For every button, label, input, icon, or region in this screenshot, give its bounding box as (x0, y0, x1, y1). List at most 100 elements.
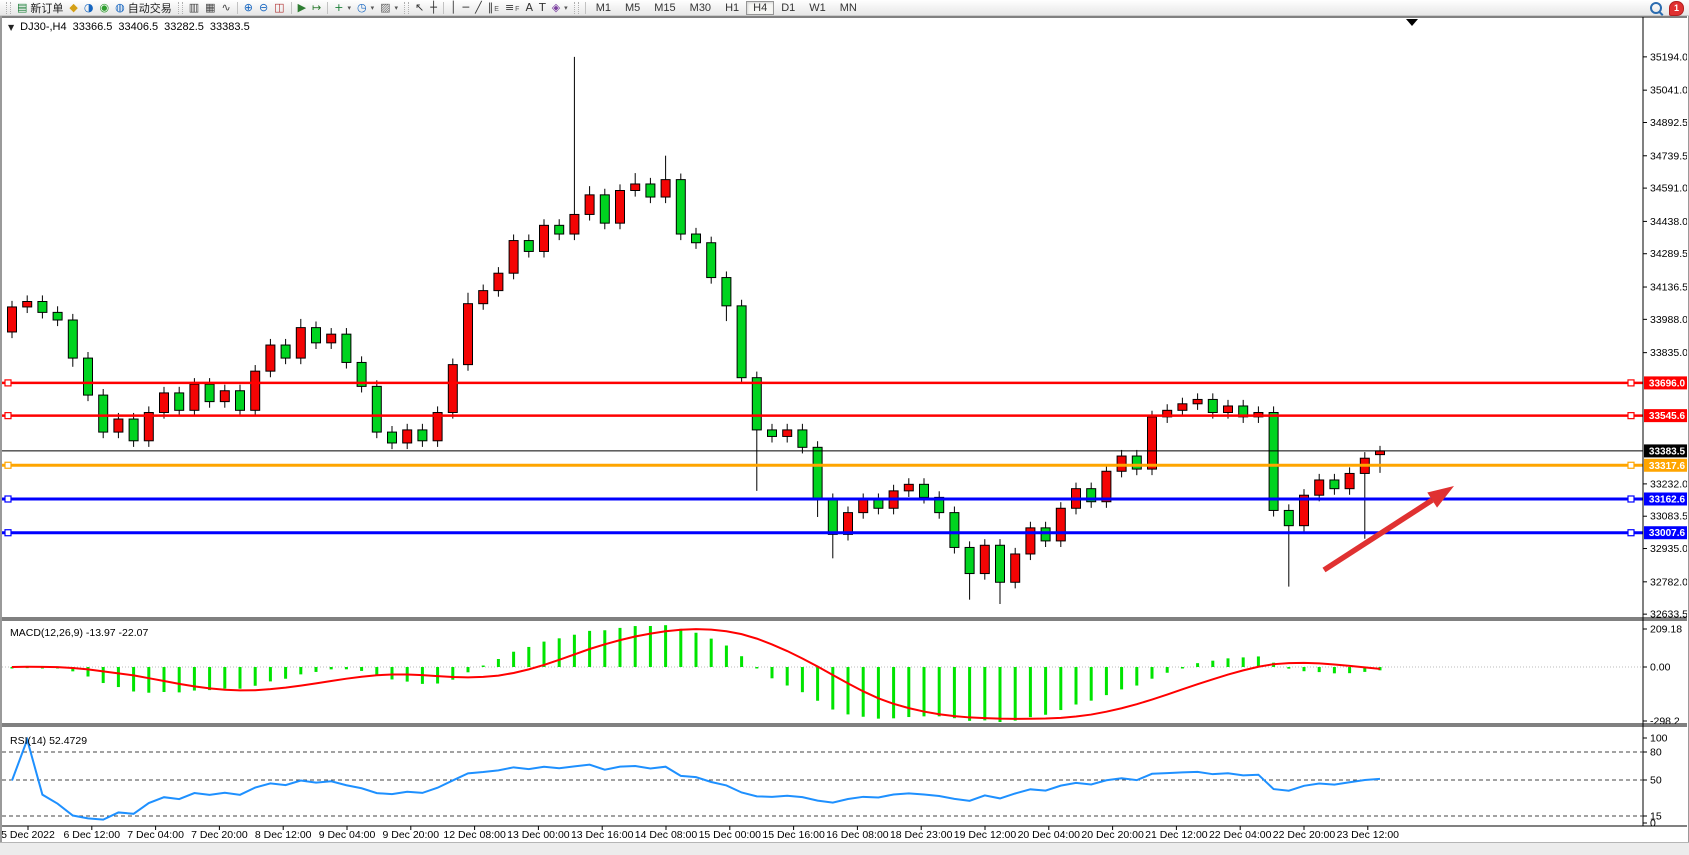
time-tick-label: 16 Dec 08:00 (826, 829, 889, 841)
time-tick-label: 23 Dec 12:00 (1337, 829, 1400, 841)
level-handle[interactable] (1627, 461, 1635, 469)
line-chart-button[interactable]: ∿ (219, 1, 234, 15)
timeframe-button-m15[interactable]: M15 (654, 1, 676, 14)
candle-body (113, 418, 124, 433)
macd-histogram-bar (1180, 667, 1184, 669)
text-button[interactable]: A (522, 1, 536, 15)
bar-chart-button[interactable]: ▥ (186, 1, 202, 15)
zoom-out-button[interactable]: ⊖ (256, 1, 271, 15)
candle-body (979, 544, 990, 575)
arrows-icon: ◈ (551, 0, 561, 14)
trend-arrow-shaft[interactable] (1322, 497, 1434, 573)
candle-body (843, 512, 853, 535)
horizontal-line-button[interactable]: ─ (460, 1, 473, 15)
trend-arrow[interactable] (1322, 486, 1454, 573)
macd-histogram-bar (1363, 667, 1367, 672)
toolbar-separator (290, 1, 292, 14)
fibonacci-button[interactable]: ≡ F (502, 1, 523, 15)
macd-histogram-bar (1302, 667, 1306, 672)
macd-histogram-bar (952, 667, 956, 719)
bar-chart-icon: ▥ (188, 0, 200, 14)
timeframe-button-w1[interactable]: W1 (809, 1, 826, 14)
candlestick-chart-button[interactable]: ▦ (202, 1, 218, 15)
level-handle[interactable] (4, 529, 12, 537)
timeframe-button-m30[interactable]: M30 (689, 1, 712, 14)
templates-button-dropdown-caret[interactable]: ▾ (394, 3, 399, 12)
chart-menu-toggle[interactable]: ▼ (8, 22, 15, 32)
fibonacci-icon: ≡ (504, 0, 515, 14)
trendline-button[interactable]: ╱ (472, 1, 485, 15)
zoom-in-button[interactable]: ⊕ (241, 1, 256, 15)
periods-button-dropdown-caret[interactable]: ▾ (370, 3, 375, 12)
macd-histogram-bar (557, 638, 561, 667)
candle-body (1344, 472, 1355, 490)
candle-body (721, 277, 732, 307)
channel-button[interactable]: ∥ E (485, 1, 502, 15)
level-handle[interactable] (1627, 412, 1635, 420)
macd-histogram-bar (1196, 663, 1200, 667)
arrows-button[interactable]: ◈ ▾ (549, 1, 571, 15)
candle-body (447, 364, 458, 413)
macd-histogram-bar (846, 667, 850, 715)
time-tick-label: 7 Dec 20:00 (191, 829, 248, 841)
timeframe-button-h4[interactable]: H4 (746, 0, 775, 15)
timeframe-button-d1[interactable]: D1 (781, 1, 796, 14)
candle-body (706, 242, 717, 279)
level-handle[interactable] (1627, 379, 1635, 387)
add-indicator-button-dropdown-caret[interactable]: ▾ (347, 3, 351, 12)
chart-shift-button[interactable]: ↦ (309, 1, 324, 15)
chart-symbol-period: DJ30-,H4 (20, 21, 67, 33)
notifications-button[interactable]: 1 (1669, 0, 1684, 16)
candle-body (812, 446, 823, 501)
depth-of-market-button[interactable]: ◆ (66, 1, 80, 15)
candle-body (569, 213, 580, 235)
crosshair-button[interactable]: ┼ (427, 1, 440, 15)
chart-canvas[interactable]: 33696.0 33545.6 33317.6 33162.6 33007.6 33383… (2, 16, 1687, 842)
candle-body (7, 306, 17, 333)
text-label-button[interactable]: T (536, 1, 549, 15)
candle-body (1375, 450, 1385, 456)
auto-scroll-button[interactable]: ▶ (295, 1, 309, 15)
vertical-line-button[interactable]: │ (447, 1, 460, 15)
trend-arrow-head[interactable] (1427, 486, 1454, 508)
timeframe-button-m1[interactable]: M1 (595, 1, 611, 14)
add-indicator-button[interactable]: + ▾ (331, 1, 354, 15)
cursor-button[interactable]: ↖ (412, 1, 427, 15)
macd-histogram-bar (740, 656, 744, 667)
macd-histogram-bar (831, 667, 835, 710)
rsi-axis-label: 100 (1650, 733, 1668, 745)
signals-button[interactable]: ◉ (96, 1, 112, 15)
candle-body (67, 319, 78, 359)
gold-cube-icon: ◆ (69, 0, 78, 14)
timeframe-button-mn[interactable]: MN (839, 1, 857, 14)
macd-histogram-bar (1256, 656, 1260, 667)
level-handle[interactable] (1627, 529, 1635, 537)
candle-body (311, 327, 321, 344)
macd-histogram-bar (542, 641, 546, 667)
templates-button[interactable]: ▨ ▾ (377, 1, 401, 15)
candle-body (189, 383, 200, 411)
arrows-button-dropdown-caret[interactable]: ▾ (564, 3, 568, 12)
level-handle[interactable] (4, 495, 12, 503)
search-button[interactable] (1650, 2, 1662, 14)
periods-button[interactable]: ◷ ▾ (354, 1, 377, 15)
level-handle[interactable] (4, 461, 12, 469)
current-price-tag-label: 33383.5 (1649, 446, 1686, 457)
macd-histogram-bar (481, 665, 485, 668)
profile-button[interactable]: ◑ (81, 1, 97, 15)
macd-histogram-bar (1211, 660, 1215, 667)
macd-histogram-bar (496, 659, 500, 667)
autotrading-button[interactable]: ◍ 自动交易 (112, 1, 175, 15)
level-handle[interactable] (4, 412, 12, 420)
candle-body (1314, 479, 1325, 496)
candle-body (645, 183, 656, 198)
candle-body (1055, 507, 1066, 542)
candle-body (615, 190, 625, 224)
timeframe-button-h1[interactable]: H1 (725, 1, 740, 14)
level-handle[interactable] (4, 379, 12, 387)
tile-windows-button[interactable]: ◫ (271, 1, 287, 15)
level-handle[interactable] (1627, 495, 1635, 503)
timeframe-button-m5[interactable]: M5 (624, 1, 641, 14)
new-order-button[interactable]: ▤ 新订单 (14, 1, 66, 15)
new-order-icon: ▤ (17, 0, 28, 14)
